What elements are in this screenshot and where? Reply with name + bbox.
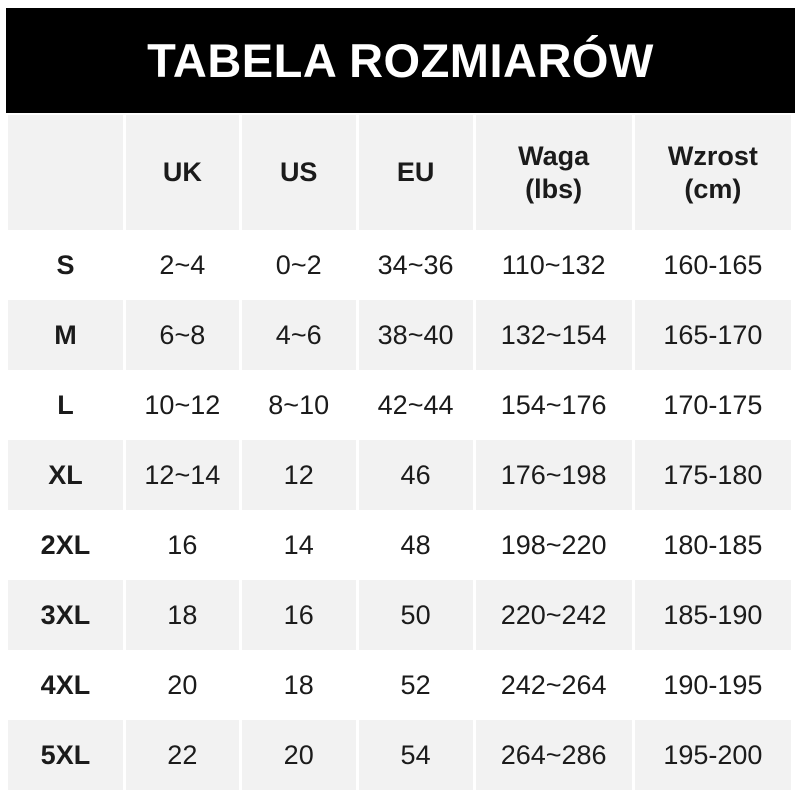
cell-eu: 50 — [358, 580, 473, 650]
column-header-waga-line1: Waga — [518, 140, 590, 171]
table-header: UK US EU Waga (lbs) Wzrost (cm) — [8, 115, 791, 230]
cell-size: 5XL — [8, 720, 123, 790]
column-header-us: US — [241, 115, 356, 230]
column-header-wzrost-line2: (cm) — [684, 173, 742, 204]
cell-us: 8~10 — [241, 370, 356, 440]
column-header-size — [8, 115, 123, 230]
page-title: TABELA ROZMIARÓW — [147, 34, 654, 87]
cell-uk: 22 — [125, 720, 239, 790]
cell-uk: 18 — [125, 580, 239, 650]
cell-us: 20 — [241, 720, 356, 790]
cell-waga: 176~198 — [475, 440, 632, 510]
cell-us: 0~2 — [241, 230, 356, 300]
cell-us: 18 — [241, 650, 356, 720]
cell-wzrost: 185-190 — [634, 580, 791, 650]
cell-size: S — [8, 230, 123, 300]
table-row: XL 12~14 12 46 176~198 175-180 — [8, 440, 791, 510]
table-row: 3XL 18 16 50 220~242 185-190 — [8, 580, 791, 650]
cell-eu: 38~40 — [358, 300, 473, 370]
cell-us: 16 — [241, 580, 356, 650]
column-header-eu: EU — [358, 115, 473, 230]
table-row: 4XL 20 18 52 242~264 190-195 — [8, 650, 791, 720]
table-row: L 10~12 8~10 42~44 154~176 170-175 — [8, 370, 791, 440]
cell-eu: 48 — [358, 510, 473, 580]
size-table: UK US EU Waga (lbs) Wzrost (cm) S 2~4 0~… — [5, 115, 794, 790]
column-header-waga-line2: (lbs) — [525, 173, 583, 204]
cell-waga: 110~132 — [475, 230, 632, 300]
cell-uk: 20 — [125, 650, 239, 720]
table-row: 5XL 22 20 54 264~286 195-200 — [8, 720, 791, 790]
column-header-wzrost-line1: Wzrost — [667, 140, 758, 171]
cell-size: L — [8, 370, 123, 440]
table-row: M 6~8 4~6 38~40 132~154 165-170 — [8, 300, 791, 370]
cell-wzrost: 165-170 — [634, 300, 791, 370]
column-header-wzrost: Wzrost (cm) — [634, 115, 791, 230]
cell-size: XL — [8, 440, 123, 510]
table-row: 2XL 16 14 48 198~220 180-185 — [8, 510, 791, 580]
cell-size: 3XL — [8, 580, 123, 650]
table-body: S 2~4 0~2 34~36 110~132 160-165 M 6~8 4~… — [8, 230, 791, 790]
cell-uk: 16 — [125, 510, 239, 580]
cell-size: 2XL — [8, 510, 123, 580]
cell-eu: 54 — [358, 720, 473, 790]
cell-waga: 264~286 — [475, 720, 632, 790]
cell-wzrost: 180-185 — [634, 510, 791, 580]
table-row: S 2~4 0~2 34~36 110~132 160-165 — [8, 230, 791, 300]
table-header-row: UK US EU Waga (lbs) Wzrost (cm) — [8, 115, 791, 230]
cell-wzrost: 175-180 — [634, 440, 791, 510]
cell-wzrost: 195-200 — [634, 720, 791, 790]
cell-wzrost: 170-175 — [634, 370, 791, 440]
cell-uk: 6~8 — [125, 300, 239, 370]
cell-eu: 46 — [358, 440, 473, 510]
cell-uk: 12~14 — [125, 440, 239, 510]
cell-uk: 2~4 — [125, 230, 239, 300]
cell-us: 14 — [241, 510, 356, 580]
title-bar: TABELA ROZMIARÓW — [6, 8, 795, 113]
cell-eu: 52 — [358, 650, 473, 720]
cell-uk: 10~12 — [125, 370, 239, 440]
cell-size: 4XL — [8, 650, 123, 720]
cell-wzrost: 190-195 — [634, 650, 791, 720]
column-header-waga: Waga (lbs) — [475, 115, 632, 230]
cell-waga: 242~264 — [475, 650, 632, 720]
cell-waga: 154~176 — [475, 370, 632, 440]
cell-eu: 42~44 — [358, 370, 473, 440]
cell-us: 4~6 — [241, 300, 356, 370]
cell-waga: 198~220 — [475, 510, 632, 580]
cell-wzrost: 160-165 — [634, 230, 791, 300]
cell-waga: 220~242 — [475, 580, 632, 650]
column-header-uk: UK — [125, 115, 239, 230]
cell-waga: 132~154 — [475, 300, 632, 370]
cell-size: M — [8, 300, 123, 370]
cell-us: 12 — [241, 440, 356, 510]
cell-eu: 34~36 — [358, 230, 473, 300]
